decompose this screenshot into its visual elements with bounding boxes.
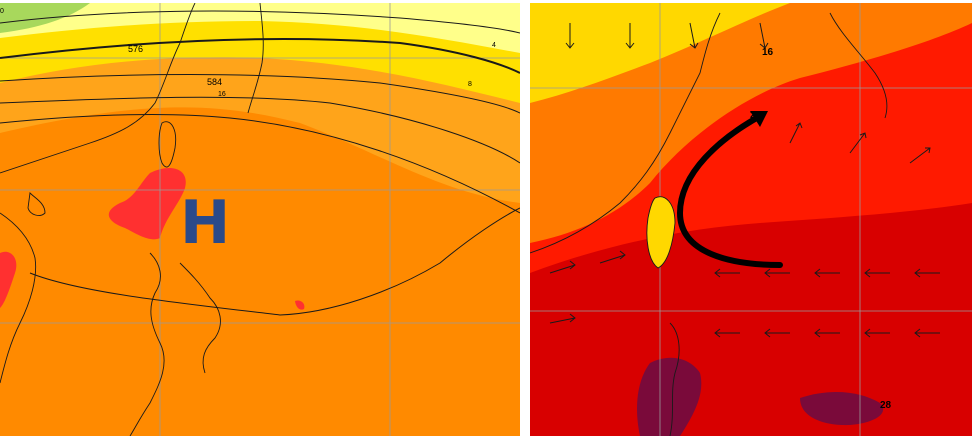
left-map-svg: 576 584 16 4 8 0 H (0, 3, 520, 436)
contour-label-584: 584 (207, 77, 222, 87)
right-maroon-patch-1 (637, 357, 702, 436)
left-map-panel: 576 584 16 4 8 0 H (0, 3, 520, 436)
left-contours (0, 10, 520, 316)
left-red-patch-3 (295, 300, 305, 310)
contour-label-0: 0 (0, 8, 4, 15)
right-maroon-patch-2 (800, 391, 884, 426)
contour-label-576: 576 (128, 44, 143, 54)
contour-label-4: 4 (492, 42, 496, 49)
contour-label-16: 16 (218, 91, 226, 98)
high-pressure-label: H (180, 188, 230, 258)
right-map-svg: 16 20 28 (530, 3, 972, 436)
left-coastlines (0, 3, 264, 436)
flow-arrow-curve (676, 112, 783, 268)
right-map-panel: 16 20 28 (530, 3, 972, 436)
isotherm-label-28: 28 (880, 400, 892, 411)
right-wind-arrows (549, 22, 940, 338)
contour-label-8: 8 (468, 81, 472, 88)
isotherm-label-16: 16 (762, 47, 774, 58)
left-gridlines (0, 3, 520, 436)
right-coastlines (530, 12, 888, 436)
left-red-patch-2 (0, 251, 17, 308)
left-red-patch-1 (108, 168, 186, 240)
flow-arrow-head (750, 111, 768, 127)
